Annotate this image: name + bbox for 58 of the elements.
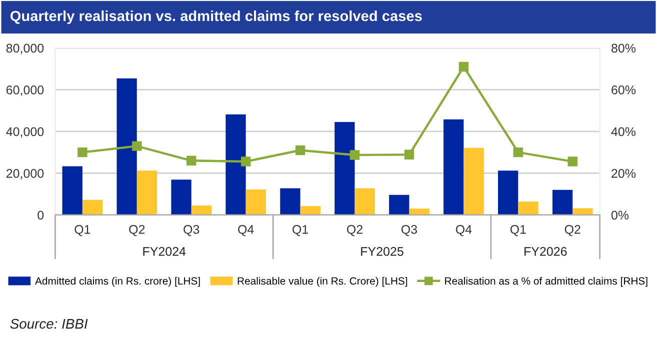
- point: [78, 147, 88, 158]
- point: [568, 156, 578, 166]
- y2-tick-label: 0%: [611, 210, 629, 220]
- x-tick-label: Q1: [74, 224, 90, 236]
- bar: [354, 188, 375, 215]
- legend-label: Realisable value (in Rs. Crore) [LHS]: [238, 277, 408, 287]
- bar: [300, 206, 320, 215]
- y-tick-label: 60,000: [6, 86, 44, 96]
- y-tick-label: 0: [38, 210, 44, 220]
- bar: [409, 208, 430, 215]
- x-tick-label: Q2: [564, 224, 580, 236]
- point: [295, 145, 306, 156]
- y2-tick-label: 80%: [611, 44, 636, 53]
- bar: [572, 208, 593, 215]
- bar: [444, 119, 464, 215]
- bar: [246, 189, 266, 215]
- legend-label: Admitted claims (in Rs. crore) [LHS]: [35, 277, 200, 287]
- y2-tick-label: 60%: [612, 86, 636, 94]
- bar: [464, 148, 484, 215]
- bar: [136, 170, 158, 215]
- y-tick-label: 80,000: [6, 44, 44, 54]
- bar: [334, 122, 355, 215]
- bar: [518, 202, 538, 215]
- chart-title: Quarterly realisation vs. admitted claims for resolved cases: [10, 10, 422, 24]
- bar: [280, 188, 300, 215]
- x-tick-label: Q4: [238, 224, 254, 236]
- point: [458, 62, 469, 72]
- bar: [62, 166, 82, 215]
- source-note: Source: IBBI: [10, 318, 88, 329]
- y-tick-label: 40,000: [6, 127, 44, 138]
- x-tick-label: Q3: [401, 224, 417, 236]
- y2-tick-label: 20%: [612, 168, 636, 178]
- legend-label: Realisation as a % of admitted claims [RHS]: [445, 277, 648, 287]
- text: FY2024: [143, 247, 186, 256]
- point: [404, 150, 414, 160]
- bar: [389, 194, 410, 215]
- point: [350, 150, 360, 160]
- x-tick-label: Q1: [510, 224, 526, 236]
- text: FY2026: [524, 247, 567, 256]
- x-tick-label: Q2: [129, 224, 145, 236]
- bar: [116, 78, 137, 215]
- bar: [498, 170, 518, 215]
- bar: [191, 206, 212, 215]
- text: FY2025: [361, 247, 404, 256]
- point: [186, 156, 196, 166]
- bar: [171, 180, 192, 215]
- bar: [226, 114, 246, 215]
- x-tick-label: Q1: [292, 224, 308, 236]
- x-tick-label: Q3: [184, 224, 200, 236]
- bar: [552, 190, 573, 215]
- x-tick-label: Q4: [456, 224, 472, 236]
- x-tick-label: Q2: [347, 224, 362, 236]
- y-tick-label: 20,000: [6, 168, 44, 180]
- bar: [82, 200, 103, 215]
- point: [240, 156, 251, 166]
- point: [513, 147, 524, 158]
- y2-tick-label: 40%: [611, 127, 636, 136]
- point: [132, 141, 142, 151]
